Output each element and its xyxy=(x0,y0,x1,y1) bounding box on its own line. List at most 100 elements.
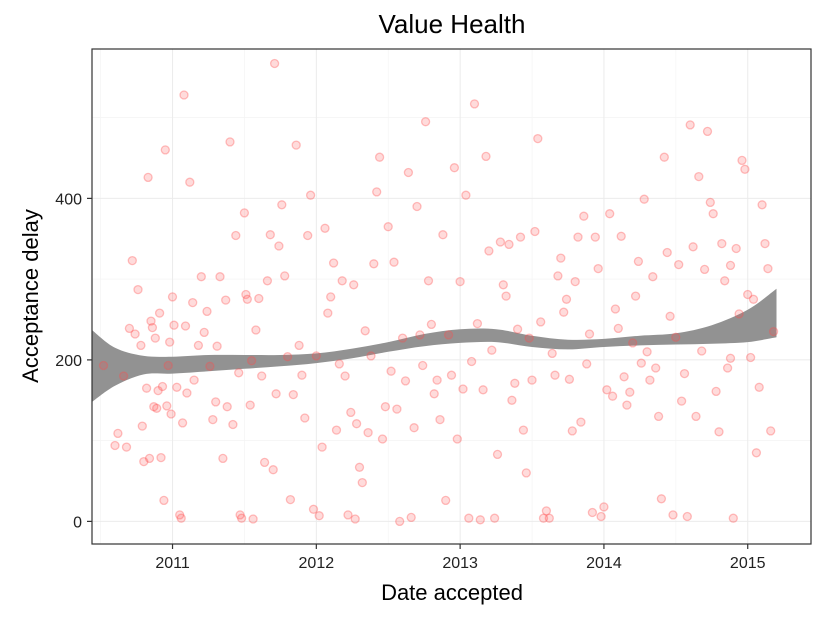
data-point xyxy=(357,477,367,488)
data-point xyxy=(154,308,165,318)
data-point xyxy=(182,388,192,398)
data-point xyxy=(593,263,603,274)
data-point xyxy=(527,375,537,385)
data-point xyxy=(642,347,652,357)
data-point xyxy=(720,276,730,286)
data-point xyxy=(697,346,707,356)
data-point xyxy=(127,255,137,266)
data-point xyxy=(561,294,572,304)
data-point xyxy=(567,426,577,436)
data-point xyxy=(443,330,454,340)
data-point xyxy=(553,271,563,281)
data-point xyxy=(475,515,485,525)
data-point xyxy=(176,513,186,523)
data-point xyxy=(317,442,327,452)
data-point xyxy=(386,366,396,376)
data-point xyxy=(452,434,462,444)
data-point xyxy=(435,414,445,425)
data-point xyxy=(225,137,235,147)
data-point xyxy=(303,230,313,241)
data-point xyxy=(242,294,252,304)
data-point xyxy=(582,359,592,369)
data-point xyxy=(150,333,160,343)
data-point xyxy=(426,319,437,330)
data-point xyxy=(487,345,497,355)
data-point xyxy=(659,152,669,162)
data-point xyxy=(536,317,546,327)
data-point xyxy=(159,495,169,506)
data-point xyxy=(492,449,503,460)
data-point xyxy=(212,341,222,351)
data-point xyxy=(737,155,747,166)
data-point xyxy=(573,232,583,242)
data-point xyxy=(489,513,500,523)
data-point xyxy=(314,511,324,521)
data-point xyxy=(392,404,402,414)
data-point xyxy=(254,293,264,304)
data-point xyxy=(297,370,307,380)
data-point xyxy=(193,340,204,351)
data-point xyxy=(124,323,135,334)
data-point xyxy=(556,253,566,263)
data-point xyxy=(630,291,641,301)
data-point xyxy=(662,247,672,258)
data-point xyxy=(507,395,517,405)
data-point xyxy=(133,284,143,295)
data-point xyxy=(121,442,132,452)
data-point xyxy=(570,276,580,287)
data-point xyxy=(160,145,170,155)
data-point xyxy=(674,259,684,270)
data-point xyxy=(294,340,304,351)
data-point xyxy=(218,453,228,464)
data-point xyxy=(205,361,215,371)
points-layer xyxy=(98,58,779,527)
data-point xyxy=(245,400,255,410)
data-point xyxy=(189,375,199,385)
data-point xyxy=(137,421,147,431)
data-point xyxy=(515,232,526,242)
data-point xyxy=(495,237,506,247)
data-point xyxy=(180,321,191,331)
data-point xyxy=(731,243,741,254)
data-point xyxy=(524,333,534,343)
data-point xyxy=(288,389,298,400)
data-point xyxy=(671,332,681,342)
data-point xyxy=(383,222,393,232)
data-point xyxy=(455,276,465,287)
data-point xyxy=(110,440,120,451)
data-point xyxy=(241,289,251,300)
data-point xyxy=(136,340,146,351)
data-point xyxy=(628,338,638,348)
data-point xyxy=(685,120,695,130)
data-point xyxy=(441,495,451,506)
data-point xyxy=(763,263,773,274)
data-point xyxy=(725,353,736,363)
data-point xyxy=(510,378,520,388)
grid xyxy=(92,49,811,544)
data-point xyxy=(458,384,468,394)
data-point xyxy=(734,309,744,319)
x-tick-label: 2015 xyxy=(730,555,766,572)
data-point xyxy=(239,208,250,218)
data-point xyxy=(274,241,284,251)
data-point xyxy=(461,190,471,200)
data-point xyxy=(498,280,508,290)
data-point xyxy=(610,304,621,314)
data-point xyxy=(682,511,692,522)
data-point xyxy=(257,371,267,381)
x-tick-label: 2014 xyxy=(586,555,622,572)
data-point xyxy=(438,230,448,240)
data-point xyxy=(308,504,319,514)
data-point xyxy=(337,276,347,286)
data-point xyxy=(702,126,713,137)
data-point xyxy=(469,99,480,109)
data-point xyxy=(363,427,373,438)
x-tick-label: 2011 xyxy=(155,555,190,572)
data-point xyxy=(208,414,218,425)
data-point xyxy=(619,372,629,382)
data-point xyxy=(484,246,494,256)
data-point xyxy=(211,397,221,407)
data-point xyxy=(231,230,241,241)
data-point xyxy=(228,419,238,430)
